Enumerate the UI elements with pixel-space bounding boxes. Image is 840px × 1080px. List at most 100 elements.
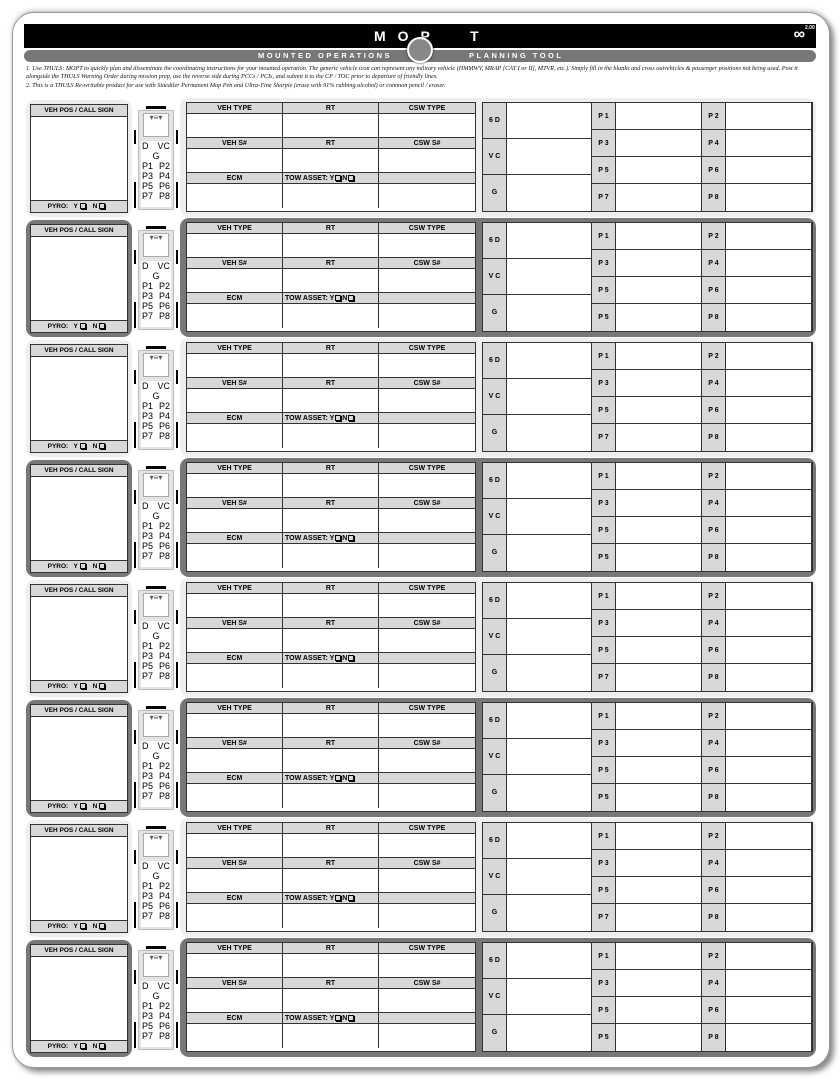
crew-field-g[interactable] <box>507 535 592 571</box>
veh-sn-field[interactable] <box>187 869 283 893</box>
pyro-no-checkbox[interactable] <box>99 923 106 929</box>
call-sign-box[interactable]: VEH POS / CALL SIGN PYRO: Y N <box>30 344 128 453</box>
veh-type-field[interactable] <box>187 354 283 378</box>
crew-field-p3[interactable] <box>616 850 702 877</box>
crew-field-p3[interactable] <box>616 730 702 757</box>
crew-field-p4[interactable] <box>726 250 812 277</box>
crew-field-vc[interactable] <box>507 859 592 895</box>
tow-yes-checkbox[interactable] <box>335 415 342 421</box>
pyro-yes-checkbox[interactable] <box>79 923 86 929</box>
extra-field[interactable] <box>379 664 475 688</box>
crew-field-p2[interactable] <box>726 223 812 250</box>
crew-field-p2[interactable] <box>726 583 812 610</box>
crew-field-6d[interactable] <box>507 583 592 619</box>
ecm-field[interactable] <box>187 664 283 688</box>
crew-field-6d[interactable] <box>507 223 592 259</box>
csw-type-field[interactable] <box>379 834 475 858</box>
rt-field[interactable] <box>283 354 379 378</box>
crew-field-p7[interactable] <box>616 424 702 451</box>
crew-field-g[interactable] <box>507 1015 592 1051</box>
pyro-yes-checkbox[interactable] <box>79 563 86 569</box>
rt-field[interactable] <box>283 594 379 618</box>
crew-field-p4[interactable] <box>726 130 812 157</box>
crew-field-p2[interactable] <box>726 703 812 730</box>
csw-type-field[interactable] <box>379 594 475 618</box>
crew-field-p8[interactable] <box>726 784 812 811</box>
veh-type-field[interactable] <box>187 594 283 618</box>
tow-asset-field[interactable] <box>283 184 379 208</box>
tow-asset-field[interactable] <box>283 544 379 568</box>
tow-asset-field[interactable] <box>283 304 379 328</box>
csw-type-field[interactable] <box>379 474 475 498</box>
tow-no-checkbox[interactable] <box>348 895 355 901</box>
pyro-yes-checkbox[interactable] <box>79 683 86 689</box>
pyro-no-checkbox[interactable] <box>99 443 106 449</box>
tow-no-checkbox[interactable] <box>348 175 355 181</box>
pyro-yes-checkbox[interactable] <box>79 323 86 329</box>
rt2-field[interactable] <box>283 749 379 773</box>
rt-field[interactable] <box>283 114 379 138</box>
crew-field-g[interactable] <box>507 175 592 211</box>
crew-field-p8[interactable] <box>726 424 812 451</box>
crew-field-p5[interactable] <box>616 877 702 904</box>
crew-field-p6[interactable] <box>726 277 812 304</box>
crew-field-p4[interactable] <box>726 610 812 637</box>
crew-field-p1[interactable] <box>616 703 702 730</box>
crew-field-p6[interactable] <box>726 157 812 184</box>
crew-field-6d[interactable] <box>507 943 592 979</box>
crew-field-p5[interactable] <box>616 277 702 304</box>
crew-field-p2[interactable] <box>726 943 812 970</box>
crew-field-p1[interactable] <box>616 223 702 250</box>
csw-sn-field[interactable] <box>379 149 475 173</box>
veh-sn-field[interactable] <box>187 149 283 173</box>
crew-field-p3[interactable] <box>616 490 702 517</box>
pyro-yes-checkbox[interactable] <box>79 443 86 449</box>
crew-field-p7[interactable] <box>616 664 702 691</box>
crew-field-p6[interactable] <box>726 637 812 664</box>
crew-field-p8[interactable] <box>726 664 812 691</box>
veh-sn-field[interactable] <box>187 389 283 413</box>
crew-field-p8[interactable] <box>726 904 812 931</box>
rt-field[interactable] <box>283 714 379 738</box>
tow-yes-checkbox[interactable] <box>335 175 342 181</box>
crew-field-p7[interactable] <box>616 544 702 571</box>
pyro-yes-checkbox[interactable] <box>79 803 86 809</box>
crew-field-p3[interactable] <box>616 610 702 637</box>
tow-no-checkbox[interactable] <box>348 535 355 541</box>
veh-sn-field[interactable] <box>187 629 283 653</box>
crew-field-p6[interactable] <box>726 397 812 424</box>
extra-field[interactable] <box>379 544 475 568</box>
crew-field-g[interactable] <box>507 655 592 691</box>
crew-field-p1[interactable] <box>616 103 702 130</box>
csw-sn-field[interactable] <box>379 389 475 413</box>
crew-field-p5[interactable] <box>616 637 702 664</box>
crew-field-p8[interactable] <box>726 184 812 211</box>
pyro-no-checkbox[interactable] <box>99 1043 106 1049</box>
veh-type-field[interactable] <box>187 114 283 138</box>
ecm-field[interactable] <box>187 544 283 568</box>
crew-field-p4[interactable] <box>726 970 812 997</box>
tow-no-checkbox[interactable] <box>348 295 355 301</box>
crew-field-p3[interactable] <box>616 970 702 997</box>
veh-type-field[interactable] <box>187 474 283 498</box>
rt-field[interactable] <box>283 954 379 978</box>
crew-field-g[interactable] <box>507 895 592 931</box>
crew-field-vc[interactable] <box>507 139 592 175</box>
crew-field-p1[interactable] <box>616 343 702 370</box>
csw-type-field[interactable] <box>379 114 475 138</box>
extra-field[interactable] <box>379 1024 475 1048</box>
crew-field-g[interactable] <box>507 415 592 451</box>
tow-asset-field[interactable] <box>283 424 379 448</box>
rt2-field[interactable] <box>283 989 379 1013</box>
crew-field-6d[interactable] <box>507 103 592 139</box>
crew-field-g[interactable] <box>507 295 592 331</box>
pyro-yes-checkbox[interactable] <box>79 1043 86 1049</box>
crew-field-p8[interactable] <box>726 304 812 331</box>
ecm-field[interactable] <box>187 904 283 928</box>
crew-field-p1[interactable] <box>616 943 702 970</box>
csw-sn-field[interactable] <box>379 989 475 1013</box>
tow-no-checkbox[interactable] <box>348 775 355 781</box>
crew-field-p3[interactable] <box>616 370 702 397</box>
crew-field-p2[interactable] <box>726 463 812 490</box>
crew-field-p2[interactable] <box>726 823 812 850</box>
